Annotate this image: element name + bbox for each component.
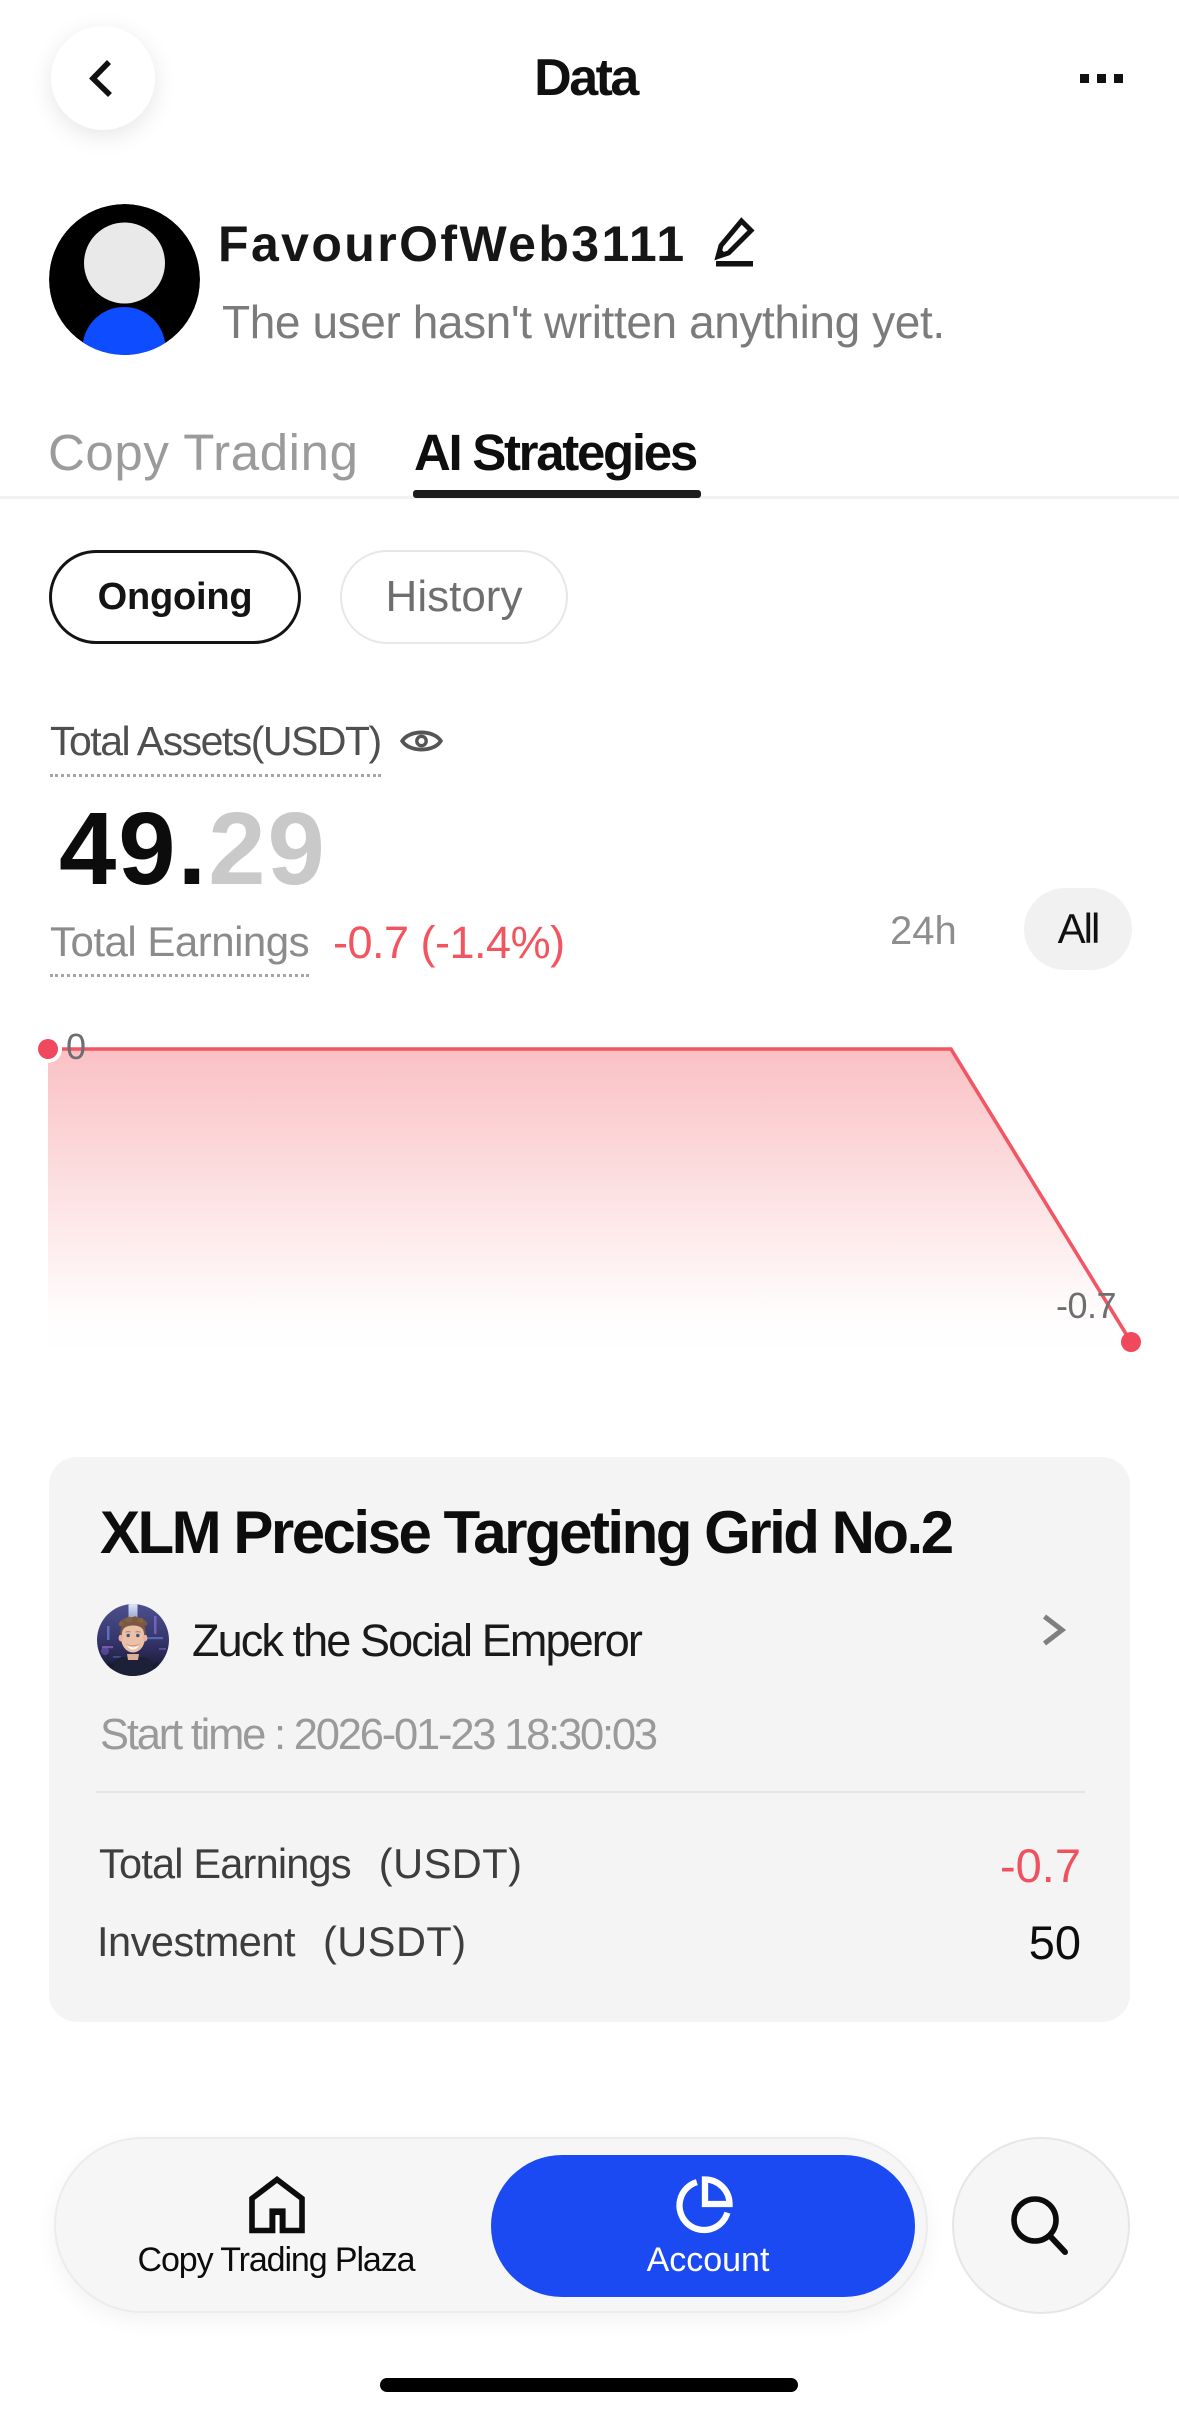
svg-text:0: 0 [66,1026,86,1067]
svg-text:-0.7: -0.7 [1056,1285,1116,1326]
